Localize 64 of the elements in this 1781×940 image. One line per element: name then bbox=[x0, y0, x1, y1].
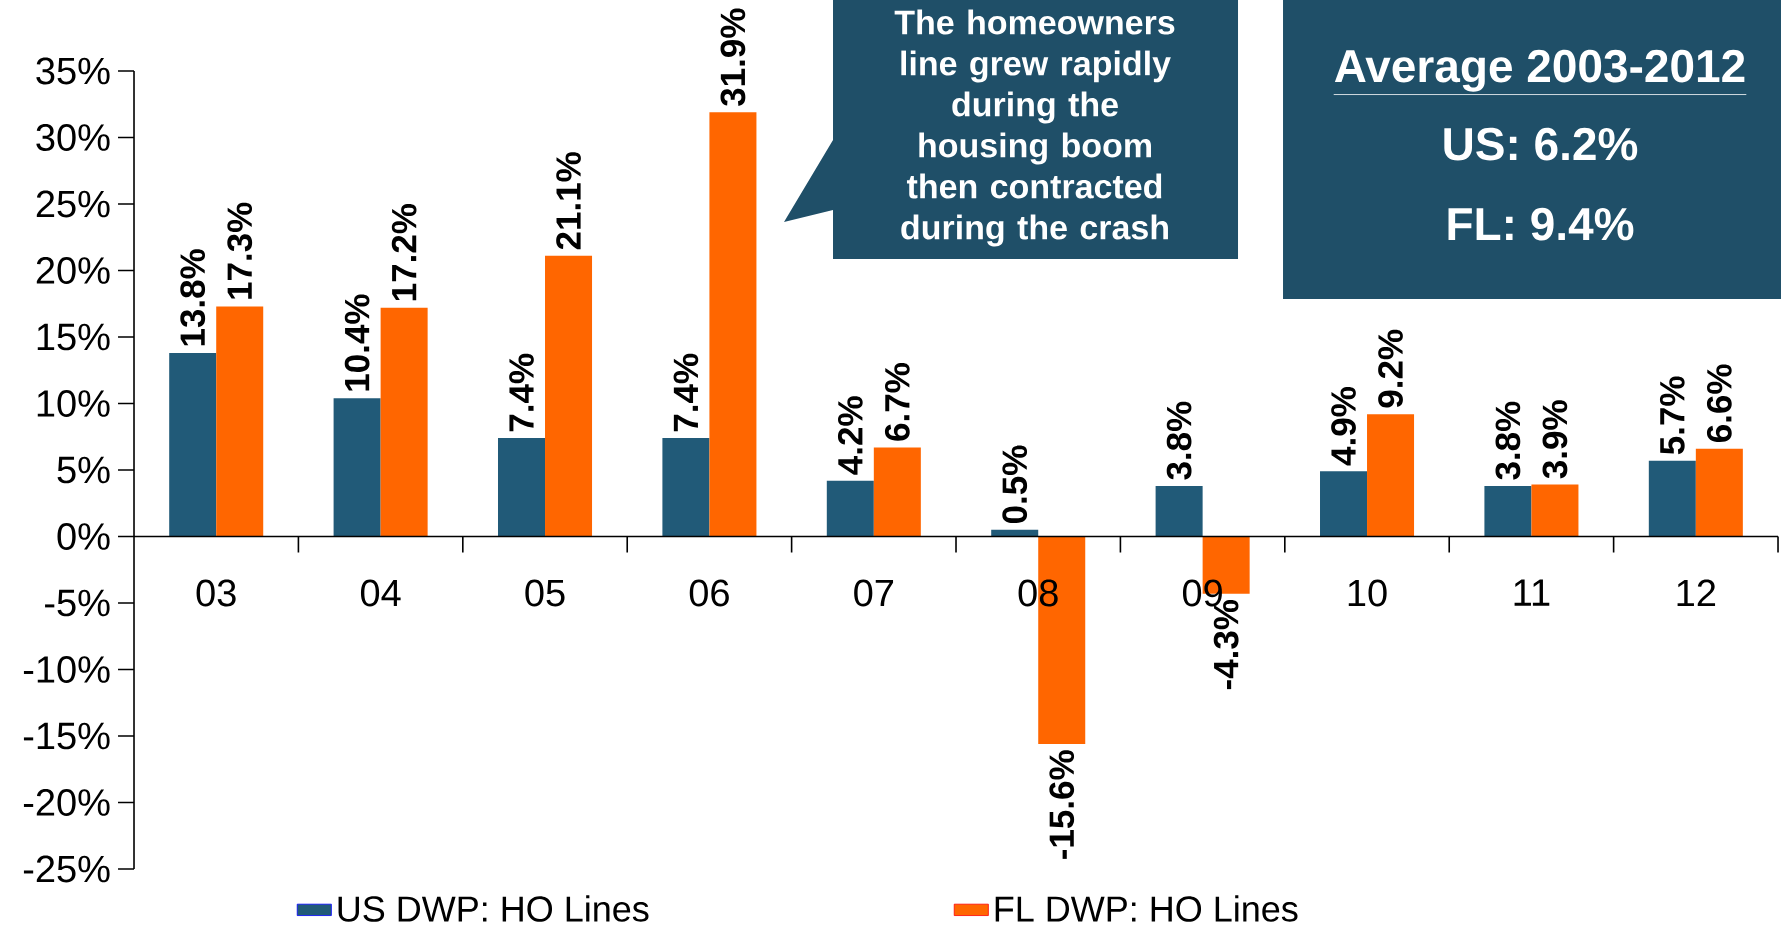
y-tick-label: -15% bbox=[23, 722, 110, 750]
x-tick-label: 04 bbox=[360, 579, 401, 607]
x-tick-label: 05 bbox=[525, 579, 565, 607]
bar bbox=[333, 398, 381, 537]
y-tick-label: -5% bbox=[45, 589, 110, 617]
bar bbox=[216, 306, 264, 537]
data-label: 3.9% bbox=[1542, 400, 1568, 479]
legend-label: FL DWP: HO Lines bbox=[995, 895, 1298, 922]
data-label: 13.8% bbox=[180, 249, 206, 346]
y-tick-label: 20% bbox=[36, 257, 110, 284]
y-tick-label: -20% bbox=[23, 789, 110, 816]
data-label: 21.1% bbox=[556, 152, 581, 250]
data-label: 4.9% bbox=[1331, 387, 1356, 466]
data-label: 0.5% bbox=[1002, 445, 1028, 524]
annotation: US: 6.2% bbox=[1444, 127, 1638, 161]
data-label: -15.6% bbox=[1049, 750, 1075, 859]
bar bbox=[1484, 485, 1532, 537]
bar bbox=[169, 352, 217, 537]
y-tick-label: 15% bbox=[37, 323, 110, 351]
annotation: Average 2003-2012 bbox=[1334, 49, 1745, 92]
bar bbox=[1320, 471, 1368, 537]
x-tick-label: 07 bbox=[854, 579, 894, 607]
y-tick-label: 10% bbox=[37, 390, 110, 417]
y-tick-label: 25% bbox=[36, 190, 110, 218]
bar bbox=[662, 438, 710, 537]
data-label: 9.2% bbox=[1378, 329, 1403, 408]
y-tick-label: 30% bbox=[36, 124, 110, 151]
x-tick-label: 06 bbox=[689, 579, 729, 607]
bar bbox=[1531, 484, 1579, 537]
x-tick-label: 11 bbox=[1514, 579, 1550, 606]
bar bbox=[380, 307, 428, 537]
data-label: 7.4% bbox=[673, 353, 699, 432]
data-label: 31.9% bbox=[720, 8, 746, 106]
data-label: 7.4% bbox=[509, 353, 534, 432]
data-label: 17.3% bbox=[227, 202, 253, 299]
data-label: 6.6% bbox=[1706, 364, 1732, 443]
y-tick-label: 35% bbox=[36, 57, 110, 85]
bar bbox=[709, 112, 757, 537]
bar bbox=[873, 447, 921, 537]
annotation: The homeowners line grew rapidly during the housing boom then contracted during the crash bbox=[894, 9, 1175, 247]
data-label: 10.4% bbox=[344, 294, 370, 391]
bar bbox=[1367, 414, 1415, 537]
y-tick-label: -25% bbox=[23, 855, 110, 883]
data-label: 6.7% bbox=[884, 363, 910, 441]
y-tick-label: 5% bbox=[57, 456, 110, 484]
data-label: 5.7% bbox=[1659, 376, 1685, 455]
x-tick-label: 12 bbox=[1677, 579, 1716, 607]
bar bbox=[1648, 460, 1696, 537]
data-label: 4.2% bbox=[837, 396, 863, 475]
data-label: 3.8% bbox=[1166, 401, 1192, 480]
data-label: 3.8% bbox=[1495, 401, 1521, 480]
bar bbox=[826, 480, 874, 537]
bar bbox=[1155, 485, 1203, 537]
legend-label: US DWP: HO Lines bbox=[338, 895, 649, 922]
y-tick-label: 0% bbox=[57, 523, 110, 550]
bar bbox=[498, 438, 546, 537]
y-tick-label: -10% bbox=[23, 656, 110, 683]
annotation: FL: 9.4% bbox=[1448, 207, 1634, 241]
data-label: 17.2% bbox=[391, 204, 417, 301]
x-tick-label: 03 bbox=[196, 579, 236, 607]
bar bbox=[545, 255, 593, 537]
bar bbox=[991, 529, 1039, 537]
bar bbox=[1695, 448, 1743, 537]
x-tick-label: 10 bbox=[1348, 579, 1387, 607]
